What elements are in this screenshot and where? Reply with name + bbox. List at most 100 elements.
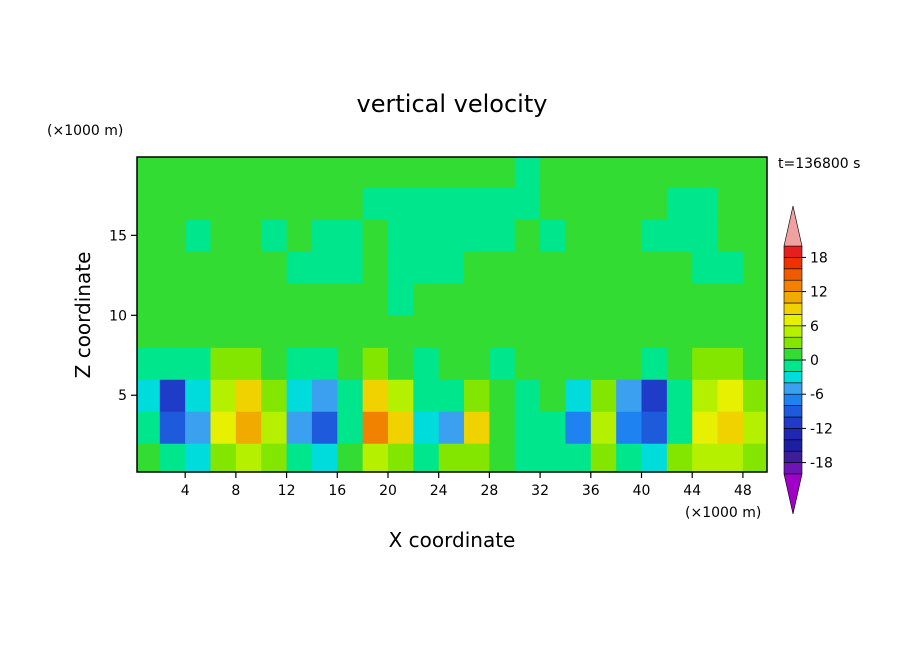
field-cell bbox=[540, 379, 566, 412]
field-cell bbox=[286, 283, 313, 316]
field-cell bbox=[311, 187, 338, 220]
field-cell bbox=[666, 379, 693, 412]
colorbar-tick-label: -6 bbox=[810, 387, 824, 403]
field-cell bbox=[137, 157, 161, 188]
field-cell bbox=[489, 443, 516, 472]
field-cell bbox=[514, 379, 541, 412]
field-cell bbox=[464, 379, 490, 412]
plot-frame bbox=[136, 156, 768, 473]
field-cell bbox=[489, 411, 516, 444]
field-cell bbox=[210, 379, 237, 412]
field-cell bbox=[540, 187, 566, 220]
field-cell bbox=[464, 157, 490, 188]
colorbar-band bbox=[783, 268, 803, 281]
field-cell bbox=[337, 157, 364, 188]
colorbar-band bbox=[783, 291, 803, 304]
x-tick-label: 44 bbox=[683, 483, 701, 499]
colorbar-band bbox=[783, 336, 803, 349]
x-tick-label: 28 bbox=[480, 483, 498, 499]
field-cell bbox=[286, 187, 313, 220]
field-cell bbox=[540, 411, 566, 444]
colorbar-band bbox=[783, 450, 803, 463]
colorbar-band bbox=[783, 325, 803, 338]
field-cell bbox=[717, 251, 744, 284]
field-cell bbox=[565, 157, 592, 188]
field-cell bbox=[717, 443, 744, 472]
field-cell bbox=[387, 283, 414, 316]
field-cell bbox=[438, 187, 465, 220]
field-cell bbox=[337, 251, 364, 284]
field-cell bbox=[210, 157, 237, 188]
field-cell bbox=[235, 219, 262, 252]
colorbar-tick-label: 6 bbox=[810, 319, 819, 335]
colorbar-band bbox=[783, 416, 803, 429]
field-cell bbox=[387, 379, 414, 412]
field-cell bbox=[717, 219, 744, 252]
field-cell bbox=[261, 315, 288, 348]
field-cell bbox=[159, 411, 186, 444]
x-tick-label: 48 bbox=[734, 483, 752, 499]
field-cell bbox=[565, 411, 592, 444]
colorbar-band bbox=[783, 439, 803, 452]
field-cell bbox=[337, 443, 364, 472]
field-cell bbox=[210, 315, 237, 348]
field-cell bbox=[337, 315, 364, 348]
y-axis-label: Z coordinate bbox=[71, 252, 95, 379]
field-cell bbox=[387, 187, 414, 220]
field-cell bbox=[514, 411, 541, 444]
field-cell bbox=[438, 283, 465, 316]
time-label: t=136800 s bbox=[778, 156, 860, 172]
field-cell bbox=[286, 219, 313, 252]
field bbox=[137, 157, 767, 472]
chart-title: vertical velocity bbox=[357, 90, 548, 118]
field-cell bbox=[692, 315, 719, 348]
field-cell bbox=[286, 347, 313, 380]
field-cell bbox=[666, 283, 693, 316]
field-cell bbox=[616, 219, 643, 252]
field-cell bbox=[514, 315, 541, 348]
field-cell bbox=[666, 411, 693, 444]
field-cell bbox=[261, 187, 288, 220]
field-cell bbox=[489, 251, 516, 284]
field-cell bbox=[666, 347, 693, 380]
field-cell bbox=[692, 411, 719, 444]
field-cell bbox=[590, 443, 617, 472]
field-cell bbox=[235, 157, 262, 188]
field-cell bbox=[590, 315, 617, 348]
field-cell bbox=[692, 219, 719, 252]
field-cell bbox=[235, 283, 262, 316]
field-cell bbox=[413, 187, 440, 220]
field-cell bbox=[337, 283, 364, 316]
field-cell bbox=[311, 379, 338, 412]
field-cell bbox=[464, 187, 490, 220]
field-cell bbox=[514, 443, 541, 472]
field-cell bbox=[666, 187, 693, 220]
field-cell bbox=[666, 443, 693, 472]
field-cell bbox=[387, 347, 414, 380]
field-cell bbox=[565, 187, 592, 220]
field-cell bbox=[137, 379, 161, 412]
field-cell bbox=[159, 219, 186, 252]
x-tick-label: 40 bbox=[633, 483, 651, 499]
field-cell bbox=[692, 379, 719, 412]
field-cell bbox=[590, 157, 617, 188]
field-cell bbox=[362, 443, 389, 472]
field-cell bbox=[616, 187, 643, 220]
field-cell bbox=[641, 283, 668, 316]
field-cell bbox=[717, 379, 744, 412]
field-cell bbox=[717, 315, 744, 348]
field-cell bbox=[641, 315, 668, 348]
field-cell bbox=[692, 347, 719, 380]
colorbar-band bbox=[783, 257, 803, 270]
field-cell bbox=[742, 379, 767, 412]
field-cell bbox=[235, 251, 262, 284]
field-cell bbox=[185, 315, 212, 348]
colorbar-band bbox=[783, 302, 803, 315]
field-cell bbox=[261, 411, 288, 444]
colorbar-band bbox=[783, 405, 803, 418]
colorbar-tick-label: 12 bbox=[810, 285, 828, 301]
field-cell bbox=[210, 251, 237, 284]
field-cell bbox=[464, 347, 490, 380]
colorbar-tick-label: 0 bbox=[810, 353, 819, 369]
